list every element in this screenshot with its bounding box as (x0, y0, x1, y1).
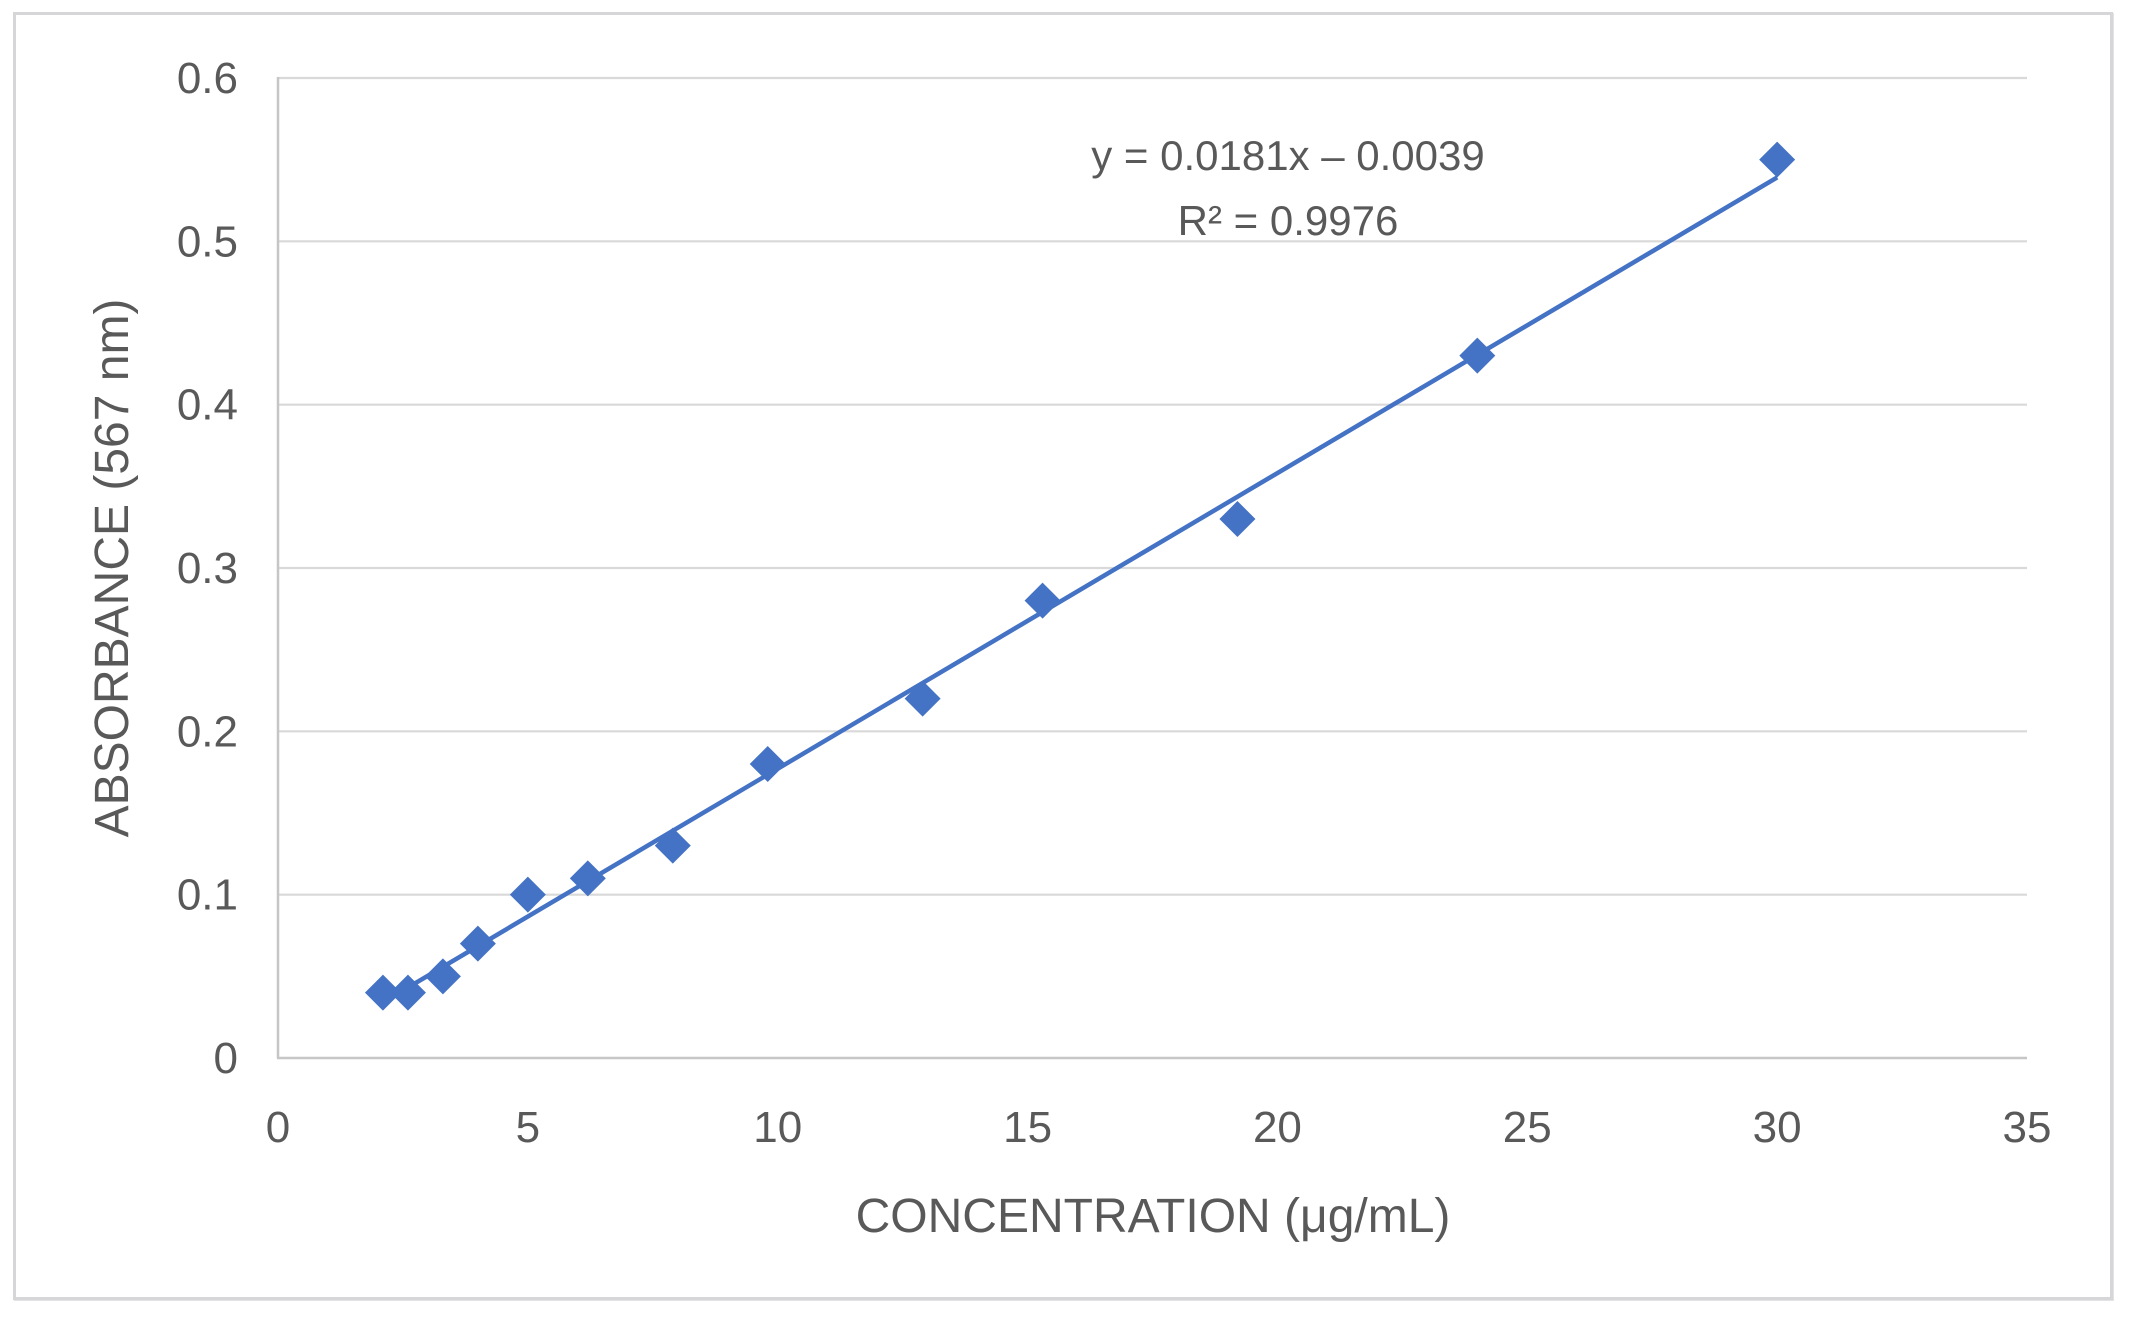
chart-outer-border (13, 12, 2113, 1300)
trendline-label: y = 0.0181x – 0.0039 R² = 0.9976 (1091, 132, 1484, 244)
x-tick-label: 5 (516, 1103, 540, 1152)
x-tick-label: 10 (753, 1103, 802, 1152)
x-tick-label: 35 (2003, 1103, 2052, 1152)
data-point (1219, 501, 1256, 537)
y-tick-label: 0.2 (177, 707, 238, 756)
trendline (381, 175, 1779, 1005)
x-tick-label: 30 (1753, 1103, 1802, 1152)
data-point (424, 958, 461, 995)
y-tick-label: 0 (214, 1034, 238, 1083)
y-axis-tick-labels: 0 0.1 0.2 0.3 0.4 0.5 0.6 (177, 54, 238, 1083)
data-point (364, 974, 401, 1011)
y-tick-label: 0.1 (177, 871, 238, 920)
x-axis-tick-labels: 0 5 10 15 20 25 30 35 (266, 1103, 2052, 1152)
data-point (749, 746, 786, 782)
x-axis-title: CONCENTRATION (μg/mL) (856, 1190, 1451, 1243)
data-point (509, 876, 546, 913)
x-tick-label: 0 (266, 1103, 290, 1152)
y-tick-label: 0.3 (177, 544, 238, 593)
gridlines (278, 76, 2027, 896)
x-tick-label: 15 (1003, 1103, 1052, 1152)
y-axis-title: ABSORBANCE (567 nm) (86, 299, 139, 838)
data-point (459, 925, 496, 962)
data-point (1459, 337, 1496, 374)
y-tick-label: 0.4 (177, 381, 238, 430)
data-point (389, 974, 426, 1011)
data-point (1024, 582, 1061, 619)
axis-lines (276, 77, 2027, 1060)
data-point (569, 860, 606, 897)
r-squared-text: R² = 0.9976 (1178, 197, 1399, 244)
data-series (364, 141, 1796, 1011)
y-tick-label: 0.5 (177, 217, 238, 266)
data-point (904, 680, 941, 717)
data-point (1759, 141, 1796, 178)
data-point (654, 827, 691, 864)
trendline-equation-text: y = 0.0181x – 0.0039 (1091, 132, 1484, 179)
x-tick-label: 25 (1503, 1103, 1552, 1152)
x-tick-label: 20 (1253, 1103, 1302, 1152)
y-tick-label: 0.6 (177, 54, 238, 103)
